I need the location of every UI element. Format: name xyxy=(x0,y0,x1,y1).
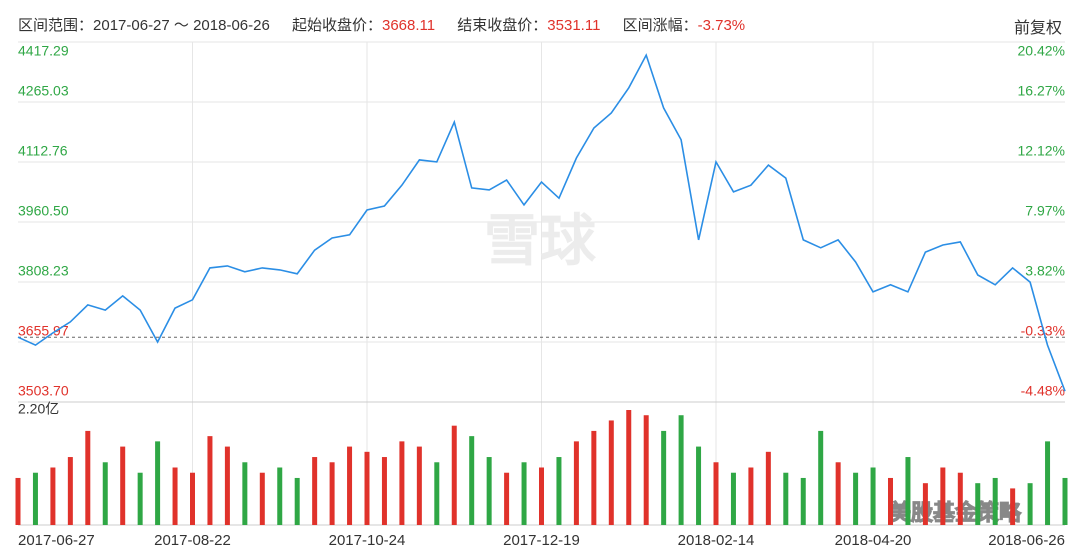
volume-bar xyxy=(870,467,876,525)
volume-bar xyxy=(800,477,806,525)
volume-bar xyxy=(626,410,632,525)
volume-bar xyxy=(207,436,213,525)
volume-bar xyxy=(85,430,91,525)
y-tick-label: 3960.50 xyxy=(18,203,69,219)
y2-tick-label: 20.42% xyxy=(1018,43,1065,59)
x-tick-label: 2018-04-20 xyxy=(835,532,912,549)
volume-bar xyxy=(277,467,283,525)
start-label: 起始收盘价： xyxy=(291,17,382,34)
volume-bar xyxy=(539,467,544,525)
volume-bar xyxy=(312,457,318,525)
change: -3.73% xyxy=(697,17,746,34)
volume-bar xyxy=(678,415,684,525)
volume-bar xyxy=(486,457,492,525)
volume-bar xyxy=(102,462,108,525)
volume-bar xyxy=(15,477,21,525)
range-label: 区间范围： xyxy=(18,17,94,34)
volume-bar xyxy=(696,446,702,525)
volume-bar xyxy=(888,477,893,525)
volume-bar xyxy=(190,472,195,525)
volume-bar xyxy=(922,483,928,525)
volume-bar xyxy=(957,472,963,525)
volume-bar xyxy=(608,420,614,525)
volume-bar xyxy=(224,446,230,525)
volume-bar xyxy=(975,483,981,525)
volume-bar xyxy=(1027,483,1033,525)
x-tick-label: 2018-06-26 xyxy=(988,532,1065,549)
y2-tick-label: -4.48% xyxy=(1021,383,1065,399)
end-label: 结束收盘价： xyxy=(457,17,548,34)
end-close: 3531.11 xyxy=(547,17,601,34)
y2-tick-label: 7.97% xyxy=(1025,203,1065,219)
change-label: 区间涨幅： xyxy=(622,17,698,34)
watermark: 雪球 xyxy=(484,209,597,272)
volume-bar xyxy=(643,415,649,525)
volume-bar xyxy=(818,430,824,525)
y-tick-label: 3655.97 xyxy=(18,323,69,339)
y-tick-label: 4417.29 xyxy=(18,43,69,59)
volume-bar xyxy=(591,430,597,525)
volume-bar xyxy=(940,467,946,525)
volume-bar xyxy=(1045,441,1051,525)
volume-bar xyxy=(416,446,422,525)
volume-bar xyxy=(347,446,353,525)
volume-bar xyxy=(50,467,56,525)
volume-bar xyxy=(765,451,771,525)
volume-bar xyxy=(835,462,841,525)
x-tick-label: 2017-06-27 xyxy=(18,532,95,549)
volume-bar xyxy=(67,457,73,525)
adjust-toggle[interactable]: 前复权 xyxy=(1013,20,1062,37)
y-tick-label: 3503.70 xyxy=(18,383,69,399)
volume-bar xyxy=(1062,477,1068,525)
x-tick-label: 2017-12-19 xyxy=(503,532,580,549)
volume-bar xyxy=(469,436,475,525)
volume-bar xyxy=(329,462,335,525)
footer-watermark: 美股基金策略 xyxy=(889,500,1022,525)
volume-bar xyxy=(504,472,510,525)
volume-bar xyxy=(713,462,719,525)
volume-bar xyxy=(905,457,911,525)
volume-bar xyxy=(1010,488,1016,525)
volume-bar xyxy=(364,451,370,525)
volume-bar xyxy=(521,462,527,525)
volume-bar xyxy=(783,472,789,525)
volume-bar xyxy=(242,462,248,525)
volume-bar xyxy=(556,457,562,525)
volume-bar xyxy=(748,467,754,525)
volume-bar xyxy=(573,441,579,525)
volume-bar xyxy=(137,472,143,525)
volume-bar xyxy=(992,477,998,525)
volume-bar xyxy=(661,430,667,525)
volume-bar xyxy=(32,472,38,525)
volume-tick-label: 2.20亿 xyxy=(18,401,59,417)
volume-bar xyxy=(172,467,178,525)
header: 区间范围：2017-06-27 ～ 2018-06-26 起始收盘价：3668.… xyxy=(18,14,1062,37)
y-tick-label: 4112.76 xyxy=(18,143,68,159)
y2-tick-label: 16.27% xyxy=(1018,83,1065,99)
volume-bar xyxy=(155,441,161,525)
y-tick-label: 3808.23 xyxy=(18,263,69,279)
volume-bar xyxy=(259,472,265,525)
volume-bar xyxy=(294,477,300,525)
price-line xyxy=(17,53,1066,392)
x-tick-label: 2017-08-22 xyxy=(154,532,231,549)
y2-tick-label: 3.82% xyxy=(1025,263,1065,279)
y-tick-label: 4265.03 xyxy=(18,83,69,99)
volume-bar xyxy=(120,446,126,525)
volume-bar xyxy=(451,425,457,525)
x-tick-label: 2018-02-14 xyxy=(678,532,755,549)
volume-bar xyxy=(434,462,440,525)
volume-bar xyxy=(853,472,859,525)
volume-bar xyxy=(381,457,387,525)
volume-bar xyxy=(399,441,405,525)
x-tick-label: 2017-10-24 xyxy=(329,532,406,549)
start-close: 3668.11 xyxy=(382,17,436,34)
volume-bar xyxy=(730,472,736,525)
y2-tick-label: 12.12% xyxy=(1018,143,1065,159)
range: 2017-06-27 ～ 2018-06-26 xyxy=(93,17,270,34)
